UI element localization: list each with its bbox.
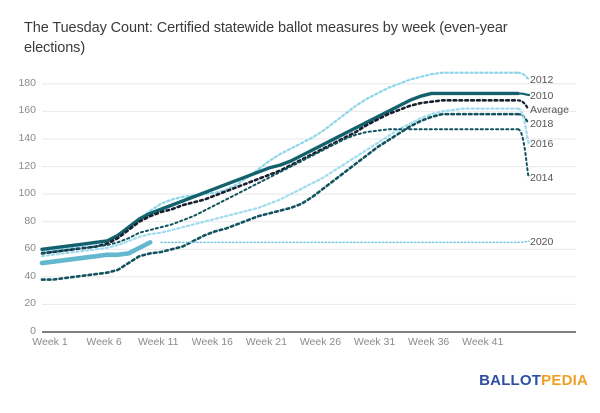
y-tick-label: 20 [24, 297, 36, 310]
x-tick-label: Week 21 [245, 336, 287, 348]
series-label-2016: 2016 [530, 138, 554, 150]
series-line-2022 [39, 240, 153, 266]
series-line-2010 [40, 91, 520, 251]
y-tick-label: 100 [18, 187, 36, 200]
series-leader-2012 [516, 71, 531, 81]
x-tick-label: Week 41 [462, 336, 504, 348]
y-tick-label: 120 [18, 159, 36, 172]
chart-title: The Tuesday Count: Certified statewide b… [24, 20, 508, 56]
series-line-2018 [40, 112, 520, 281]
series-leader-2016 [516, 107, 531, 145]
x-tick-label: Week 16 [191, 336, 233, 348]
logo-pedia-text: PEDIA [541, 372, 588, 389]
series-label-Average: Average [530, 104, 569, 116]
x-tick-label: Week 6 [86, 336, 122, 348]
y-tick-label: 0 [30, 325, 36, 337]
series-label-2010: 2010 [530, 90, 554, 102]
series-leader-2014 [517, 128, 530, 178]
y-tick-label: 180 [18, 76, 36, 89]
series-line-Average [40, 99, 520, 255]
x-tick-label: Week 1 [32, 336, 68, 348]
logo-ballot-text: BALLOT [479, 372, 542, 389]
x-tick-label: Week 26 [299, 336, 342, 348]
series-leader-Average [516, 99, 531, 111]
y-tick-label: 140 [18, 131, 36, 144]
series-leader-2020 [517, 240, 530, 244]
series-label-2018: 2018 [530, 118, 554, 130]
y-tick-label: 80 [24, 214, 36, 227]
x-tick-label: Week 36 [408, 336, 450, 348]
series-line-2016 [40, 107, 520, 258]
series-label-2014: 2014 [530, 172, 554, 184]
series-line-2014 [41, 128, 519, 255]
x-tick-label: Week 11 [137, 336, 179, 348]
series-label-2020: 2020 [530, 236, 554, 248]
series-label-2012: 2012 [530, 74, 554, 86]
y-tick-label: 60 [24, 242, 36, 255]
series-line-2012 [40, 71, 520, 254]
y-tick-label: 40 [24, 269, 36, 282]
ballotpedia-logo: BALLOTPEDIA [479, 372, 588, 389]
series-leader-2010 [516, 92, 531, 97]
x-tick-label: Week 31 [353, 336, 396, 348]
series-leader-2018 [516, 113, 531, 125]
y-tick-label: 160 [18, 104, 36, 117]
